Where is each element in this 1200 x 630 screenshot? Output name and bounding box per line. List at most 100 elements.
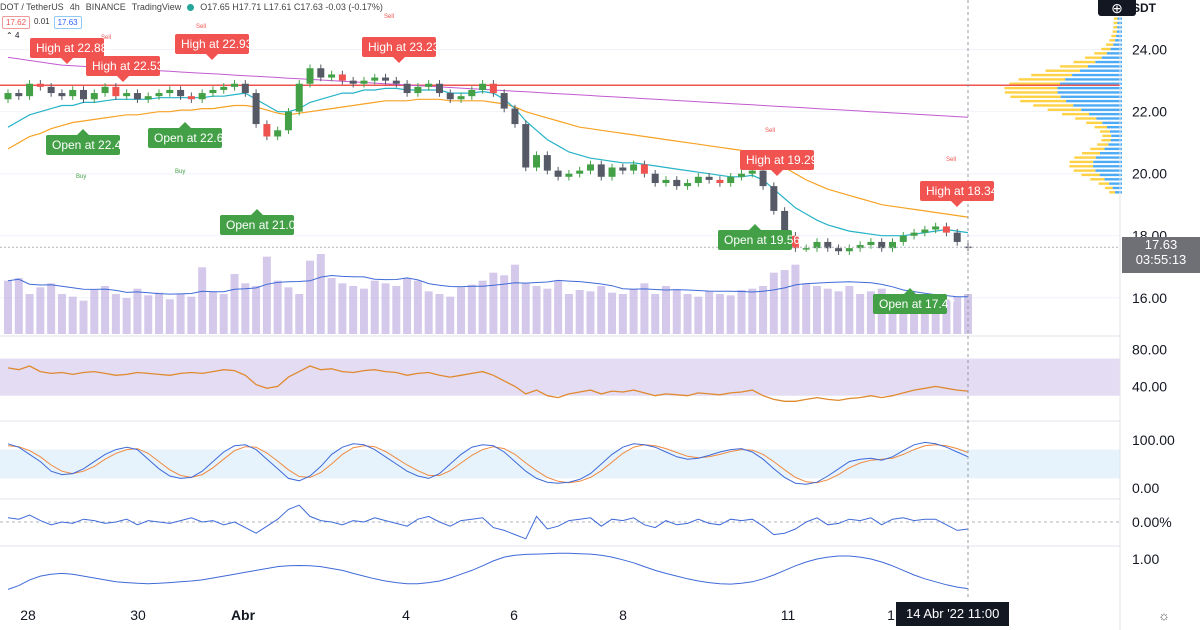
volume-profile-bar <box>1114 191 1122 194</box>
open-flag: Open at 22.6 <box>148 122 223 148</box>
volume-profile-bar <box>1101 47 1111 51</box>
open-flag: Open at 19.56 <box>718 224 800 250</box>
volume-bar <box>198 267 207 334</box>
candle-body <box>845 248 853 252</box>
volume-bar <box>888 294 897 334</box>
indicators-toggle[interactable]: ⌃ 4 <box>6 31 19 40</box>
add-plus-icon[interactable]: ⊕ <box>1098 0 1136 16</box>
bid-price[interactable]: 17.62 <box>2 16 31 29</box>
volatility-line <box>7 552 969 590</box>
candle-body <box>608 167 616 177</box>
sell-signal-label: Sell <box>765 128 776 134</box>
volume-profile-bar <box>1090 147 1105 151</box>
volume-bar <box>694 296 703 334</box>
candle-body <box>317 68 325 78</box>
candle-body <box>727 176 735 184</box>
volume-profile-bar <box>1018 78 1066 81</box>
candle-body <box>101 86 109 94</box>
volume-profile-bar <box>1113 26 1118 29</box>
chart-legend: DOT / TetherUS 4h BINANCE TradingView O1… <box>0 0 383 14</box>
candle-body <box>953 232 961 242</box>
volume-bar <box>920 302 929 334</box>
volume-bar <box>780 270 789 334</box>
settings-gear-icon[interactable]: ☼ <box>1158 608 1170 623</box>
volume-profile-bar <box>1094 125 1107 129</box>
volume-profile-bar <box>1100 130 1110 133</box>
volume-profile-bar <box>1109 182 1122 185</box>
ask-price[interactable]: 17.63 <box>53 16 82 29</box>
volume-bar <box>812 286 821 334</box>
volume-bar <box>554 280 563 334</box>
candle-body <box>382 77 390 81</box>
volume-bar <box>769 272 778 334</box>
candle-body <box>500 93 508 109</box>
arrow-up-icon <box>77 129 89 135</box>
arrow-up-icon <box>904 288 916 294</box>
volume-bar <box>241 283 250 334</box>
volume-profile-bar <box>1009 82 1061 85</box>
volume-profile-bar <box>1060 82 1122 85</box>
volume-bar <box>349 286 358 334</box>
volume-profile-bar <box>1057 91 1122 94</box>
flag-text: High at 22.88 <box>36 41 108 55</box>
candle-body <box>888 241 896 249</box>
candle-body <box>737 173 745 177</box>
volume-bar <box>446 296 455 334</box>
candle-body <box>942 226 950 233</box>
candle-body <box>511 108 519 125</box>
volume-profile-bar <box>1111 34 1117 38</box>
volume-bar <box>111 294 120 334</box>
time-tick-label: 1 <box>887 607 895 623</box>
volume-profile-bar <box>1110 139 1122 142</box>
osc-tick-label: 0.00% <box>1132 514 1172 530</box>
volume-bar <box>176 294 185 334</box>
candle-body <box>835 248 843 252</box>
sell-signal-label: Sell <box>101 35 112 41</box>
candle-body <box>899 235 907 242</box>
rsi-line <box>7 365 969 402</box>
candle-body <box>543 155 551 171</box>
volume-profile-bar <box>1073 104 1122 107</box>
volume-bar <box>608 292 617 334</box>
slow-moving-average <box>7 98 969 218</box>
interval-label[interactable]: 4h <box>69 2 80 12</box>
volume-profile-bar <box>1113 17 1118 20</box>
candle-body <box>425 83 433 87</box>
time-tick-label: 4 <box>402 607 410 623</box>
candle-body <box>640 164 648 174</box>
volume-bar <box>489 272 498 334</box>
volume-bar <box>899 296 908 334</box>
flag-text: High at 18.34 <box>926 184 998 198</box>
candle-body <box>468 89 476 97</box>
candle-body <box>187 96 195 100</box>
volume-profile-bar <box>1086 121 1103 125</box>
symbol-label[interactable]: DOT / TetherUS <box>0 2 64 12</box>
arrow-up-icon <box>179 122 191 128</box>
volume-bar <box>910 299 919 334</box>
candle-body <box>479 83 487 90</box>
high-flag: High at 22.93 <box>175 34 252 60</box>
candle-body <box>824 241 832 249</box>
candle-body <box>241 83 249 94</box>
candle-body <box>36 83 44 87</box>
volume-profile-bar <box>1097 143 1109 146</box>
volume-bar <box>834 291 843 334</box>
volume-bar <box>359 288 368 334</box>
candle-body <box>58 93 66 97</box>
volume-bar <box>651 294 660 334</box>
candle-body <box>867 241 875 246</box>
volume-bar <box>532 286 541 334</box>
volume-bar <box>133 288 142 334</box>
volume-profile-bar <box>1020 99 1067 103</box>
volume-ma-line <box>7 274 968 298</box>
candle-body <box>802 248 810 250</box>
sell-signal-label: Sell <box>384 14 395 20</box>
last-price-value: 17.63 <box>1144 237 1178 252</box>
candle-body <box>80 89 88 100</box>
time-tick-label: Abr <box>231 607 256 623</box>
volume-bar <box>306 260 315 334</box>
volume-profile-bar <box>1112 186 1122 190</box>
volume-bar <box>543 288 552 334</box>
volume-bar <box>705 291 714 334</box>
